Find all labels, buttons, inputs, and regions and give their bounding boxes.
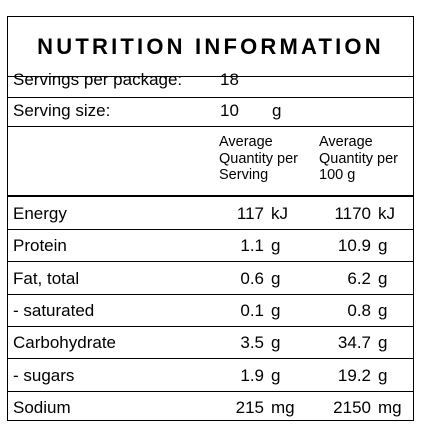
servings-label: Servings per package: — [13, 70, 183, 89]
per-100g-unit: g — [378, 300, 388, 320]
serving-size-unit: g — [272, 101, 282, 120]
per-serving-unit: g — [271, 300, 281, 320]
nutrient-name: Energy — [13, 204, 67, 223]
divider — [8, 97, 413, 98]
per-100g-unit: g — [378, 268, 388, 288]
nutrition-panel: NUTRITION INFORMATION Servings per packa… — [7, 16, 414, 421]
row-divider — [8, 390, 413, 392]
per-serving-value: 0.6 — [240, 268, 264, 288]
row-divider — [8, 325, 413, 327]
per-serving-unit: kJ — [271, 204, 288, 223]
nutrient-name: - sugars — [13, 365, 75, 385]
header-per-100g: Average Quantity per 100 g — [319, 134, 398, 184]
nutrient-name: - saturated — [13, 300, 95, 320]
header-line: Serving — [219, 167, 269, 183]
divider — [8, 126, 413, 127]
per-100g-unit: g — [378, 236, 388, 256]
divider-thick — [8, 195, 413, 197]
per-100g-unit: mg — [378, 397, 402, 417]
serving-size-value: 10 — [220, 101, 239, 120]
nutrient-name: Carbohydrate — [13, 333, 117, 353]
panel-title: NUTRITION INFORMATION — [37, 34, 384, 59]
row-divider — [8, 293, 413, 295]
per-serving-value: 0.1 — [240, 300, 264, 320]
per-serving-value: 1.9 — [240, 365, 264, 385]
per-100g-unit: g — [378, 333, 388, 353]
header-line: 100 g — [319, 167, 356, 183]
per-100g-value: 2150 — [333, 397, 371, 417]
per-serving-unit: g — [271, 236, 281, 256]
nutrient-name: Protein — [13, 236, 67, 256]
per-serving-value: 117 — [236, 204, 264, 223]
servings-value: 18 — [220, 70, 239, 89]
per-serving-value: 3.5 — [240, 333, 264, 353]
row-divider — [8, 261, 413, 263]
per-serving-unit: g — [271, 268, 281, 288]
per-serving-unit: mg — [271, 397, 295, 417]
header-line: Quantity per — [219, 150, 298, 167]
per-serving-value: 215 — [235, 397, 264, 417]
header-line: Quantity per — [319, 150, 398, 167]
nutrient-name: Fat, total — [13, 268, 80, 288]
per-100g-unit: g — [378, 365, 388, 385]
per-100g-value: 0.8 — [347, 300, 371, 320]
per-serving-value: 1.1 — [240, 236, 264, 256]
serving-size-label: Serving size: — [13, 101, 111, 120]
row-divider — [8, 229, 413, 230]
row-divider — [8, 358, 413, 360]
header-line: Average — [319, 134, 373, 150]
per-100g-value: 6.2 — [347, 268, 371, 288]
per-100g-unit: kJ — [378, 204, 395, 223]
header-per-serving: Average Quantity per Serving — [219, 134, 298, 184]
header-line: Average — [219, 134, 273, 150]
per-100g-value: 19.2 — [337, 365, 371, 385]
per-100g-value: 1170 — [334, 204, 371, 223]
per-serving-unit: g — [271, 333, 281, 353]
per-100g-value: 10.9 — [337, 236, 371, 256]
nutrient-name: Sodium — [13, 397, 71, 417]
per-100g-value: 34.7 — [337, 333, 371, 353]
divider — [8, 76, 413, 77]
per-serving-unit: g — [271, 365, 281, 385]
